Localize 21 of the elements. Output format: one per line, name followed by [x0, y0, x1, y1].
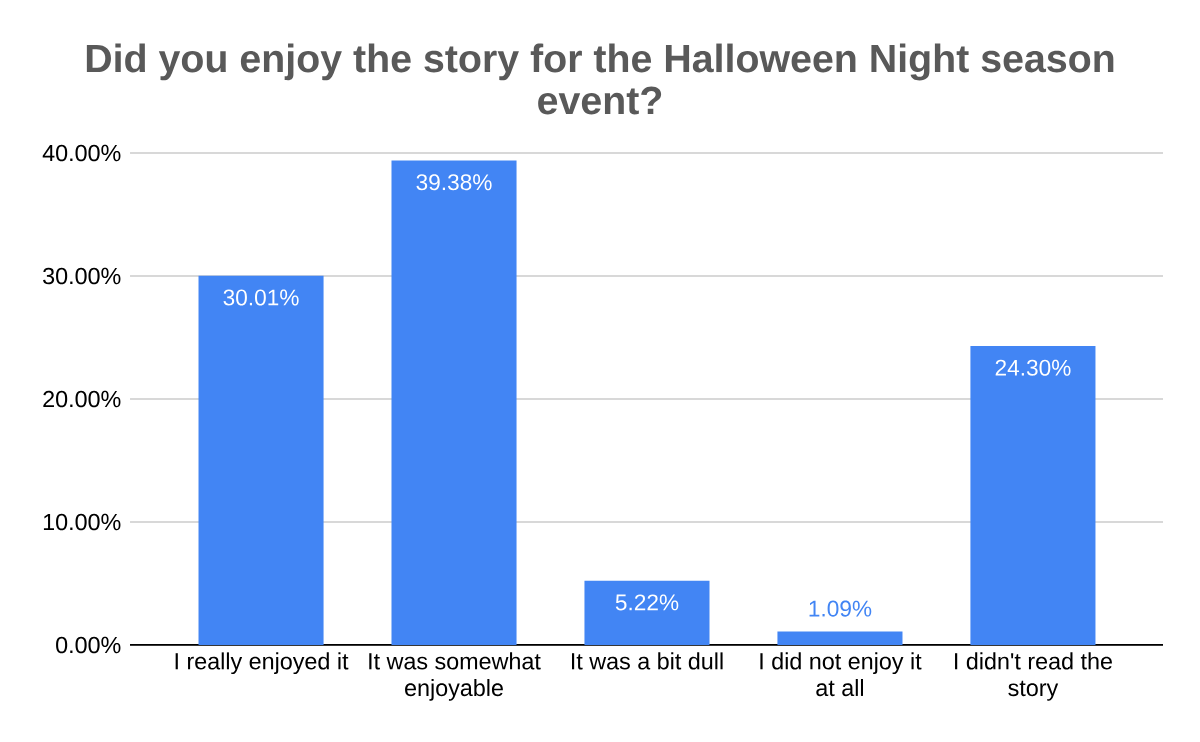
- y-tick-label: 40.00%: [42, 144, 121, 162]
- y-tick-label: 30.00%: [43, 267, 121, 285]
- x-tick-label: I did not enjoy it at all: [760, 652, 922, 697]
- bar: [391, 160, 517, 645]
- bar: [584, 580, 710, 645]
- data-label: 39.38%: [416, 174, 492, 191]
- y-tick-label: 0.00%: [56, 636, 121, 654]
- x-tick-label: It was somewhat enjoyable: [369, 652, 541, 701]
- x-tick-label: I really enjoyed it: [175, 652, 349, 675]
- bar: [777, 631, 903, 645]
- data-label: 24.30%: [995, 359, 1071, 376]
- data-label: 1.09%: [809, 600, 872, 617]
- x-tick-label: I didn't read the story: [955, 652, 1112, 701]
- data-label: 5.22%: [615, 594, 679, 611]
- chart-title: Did you enjoy the story for the Halloween Night season event?: [86, 43, 1114, 115]
- x-tick-label: It was a bit dull: [571, 652, 723, 670]
- y-tick-label: 10.00%: [43, 513, 121, 531]
- data-label: 30.01%: [223, 289, 299, 306]
- bar: [970, 346, 1096, 645]
- bar: [198, 275, 324, 645]
- y-tick-label: 20.00%: [43, 390, 121, 408]
